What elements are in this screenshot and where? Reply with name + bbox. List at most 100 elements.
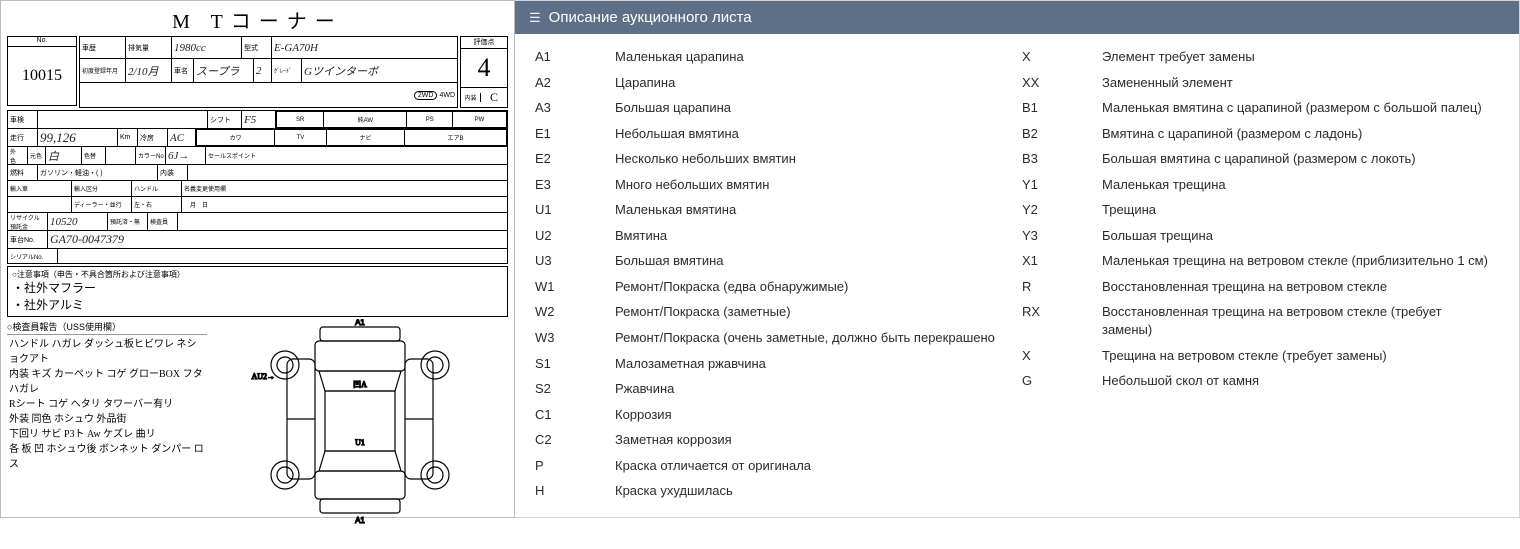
legend-desc: Трещина на ветровом стекле (требует заме… (1102, 347, 1499, 365)
equip-cell: エアB (404, 130, 506, 146)
legend-row: XXЗамененный элемент (1022, 70, 1499, 96)
grade-name: Gツインターボ (302, 59, 457, 82)
legend-desc: Трещина (1102, 201, 1499, 219)
inspection-line: 内装 キズ カーペット コゲ グローBOX フタ ハガレ (9, 367, 205, 397)
interior-grade: C (481, 90, 507, 105)
legend-code: Y2 (1022, 201, 1102, 219)
notes-line: ・社外アルミ (12, 297, 503, 314)
spec-block: 車検 シフト F5 SR純AWPSPW 走行 99,126 Km 冷房 AC (7, 110, 508, 264)
model-code: E-GA70H (272, 37, 457, 58)
registration: 2/10月 (126, 59, 172, 82)
legend-row: Y1Маленькая трещина (1022, 172, 1499, 198)
recycle-fee: 10520 (48, 213, 108, 230)
legend-code: B2 (1022, 125, 1102, 143)
legend-row: E2Несколько небольших вмятин (535, 146, 1012, 172)
legend-code: XX (1022, 74, 1102, 92)
legend-code: W2 (535, 303, 615, 321)
legend-row: XТрещина на ветровом стекле (требует зам… (1022, 343, 1499, 369)
legend-desc: Краска ухудшилась (615, 482, 1012, 500)
panel-body: A1Маленькая царапинаA2ЦарапинаA3Большая … (515, 34, 1519, 520)
legend-desc: Несколько небольших вмятин (615, 150, 1012, 168)
legend-desc: Маленькая трещина (1102, 176, 1499, 194)
legend-code: E1 (535, 125, 615, 143)
legend-code: X (1022, 48, 1102, 66)
equip-cell: カワ (197, 130, 275, 146)
svg-text:A1: A1 (355, 319, 365, 327)
car-damage-diagram: A1 凹A U1 A1 AU2→ (211, 319, 508, 549)
legend-code: W3 (535, 329, 615, 347)
legend-row: GНебольшой скол от камня (1022, 368, 1499, 394)
displacement: 1980cc (172, 37, 242, 58)
legend-row: B2Вмятина с царапиной (размером с ладонь… (1022, 121, 1499, 147)
ext-color: 白 (46, 147, 82, 164)
legend-code: P (535, 457, 615, 475)
lot-number: 10015 (8, 47, 76, 105)
legend-desc: Элемент требует замены (1102, 48, 1499, 66)
legend-code: X (1022, 347, 1102, 365)
description-panel: ☰ Описание аукционного листа A1Маленькая… (515, 0, 1520, 518)
legend-row: U2Вмятина (535, 223, 1012, 249)
legend-desc: Восстановленная трещина на ветровом стек… (1102, 303, 1499, 338)
legend-row: U3Большая вмятина (535, 248, 1012, 274)
legend-code: U3 (535, 252, 615, 270)
legend-code: X1 (1022, 252, 1102, 270)
legend-code: A1 (535, 48, 615, 66)
legend-row: S2Ржавчина (535, 376, 1012, 402)
legend-desc: Коррозия (615, 406, 1012, 424)
legend-code: B1 (1022, 99, 1102, 117)
equip-cell: PW (453, 112, 507, 128)
legend-desc: Небольшая вмятина (615, 125, 1012, 143)
equip-cell: ナビ (326, 130, 404, 146)
legend-row: W1Ремонт/Покраска (едва обнаружимые) (535, 274, 1012, 300)
legend-code: E2 (535, 150, 615, 168)
legend-row: E3Много небольших вмятин (535, 172, 1012, 198)
legend-desc: Ремонт/Покраска (очень заметные, должно … (615, 329, 1012, 347)
panel-title: Описание аукционного листа (549, 9, 752, 26)
list-icon: ☰ (529, 10, 541, 26)
legend-desc: Большая царапина (615, 99, 1012, 117)
notes-title: ○注意事項（申告・不具合箇所および注意事項） (12, 269, 503, 280)
drive-2wd: 2WD (414, 91, 438, 100)
legend-row: U1Маленькая вмятина (535, 197, 1012, 223)
legend-code: S2 (535, 380, 615, 398)
legend-desc: Вмятина с царапиной (размером с ладонь) (1102, 125, 1499, 143)
legend-column-left: A1Маленькая царапинаA2ЦарапинаA3Большая … (535, 44, 1012, 504)
chassis-no: GA70-0047379 (48, 231, 507, 248)
equip-cell: TV (275, 130, 327, 146)
lot-number-box: No. 10015 (7, 36, 77, 106)
notes-box: ○注意事項（申告・不具合箇所および注意事項） ・社外マフラー・社外アルミ (7, 266, 508, 317)
sheet-title: M Tコーナー (7, 5, 508, 34)
legend-row: A3Большая царапина (535, 95, 1012, 121)
legend-row: E1Небольшая вмятина (535, 121, 1012, 147)
legend-desc: Небольшой скол от камня (1102, 372, 1499, 390)
legend-code: H (535, 482, 615, 500)
legend-column-right: XЭлемент требует заменыXXЗамененный элем… (1022, 44, 1499, 504)
legend-code: A2 (535, 74, 615, 92)
auction-sheet-image: M Tコーナー No. 10015 車歴 排気量 1980cc 型式 E-GA7… (0, 0, 515, 518)
legend-row: PКраска отличается от оригинала (535, 453, 1012, 479)
legend-row: B3Большая вмятина с царапиной (размером … (1022, 146, 1499, 172)
legend-row: S1Малозаметная ржавчина (535, 351, 1012, 377)
car-name: スープラ (194, 59, 254, 82)
legend-code: RX (1022, 303, 1102, 338)
svg-text:AU2→: AU2→ (251, 372, 275, 381)
legend-row: C1Коррозия (535, 402, 1012, 428)
svg-text:A1: A1 (355, 516, 365, 525)
legend-row: A2Царапина (535, 70, 1012, 96)
inspection-title: ○検査員報告（USS使用欄） (7, 319, 207, 335)
legend-row: Y3Большая трещина (1022, 223, 1499, 249)
legend-desc: Большая вмятина (615, 252, 1012, 270)
legend-row: HКраска ухудшилась (535, 478, 1012, 504)
legend-code: W1 (535, 278, 615, 296)
legend-desc: Маленькая трещина на ветровом стекле (пр… (1102, 252, 1499, 270)
notes-line: ・社外マフラー (12, 280, 503, 297)
doors: 2 (254, 59, 272, 82)
legend-row: A1Маленькая царапина (535, 44, 1012, 70)
legend-row: RXВосстановленная трещина на ветровом ст… (1022, 299, 1499, 342)
legend-desc: Маленькая вмятина (615, 201, 1012, 219)
inspection-line: 外装 同色 ホシュウ 外品街 (9, 412, 205, 427)
equip-cell: 純AW (324, 112, 407, 128)
legend-row: C2Заметная коррозия (535, 427, 1012, 453)
sheet-main-block: 車歴 排気量 1980cc 型式 E-GA70H 初度登録年月 2/10月 車名… (79, 36, 458, 108)
legend-row: W2Ремонт/Покраска (заметные) (535, 299, 1012, 325)
